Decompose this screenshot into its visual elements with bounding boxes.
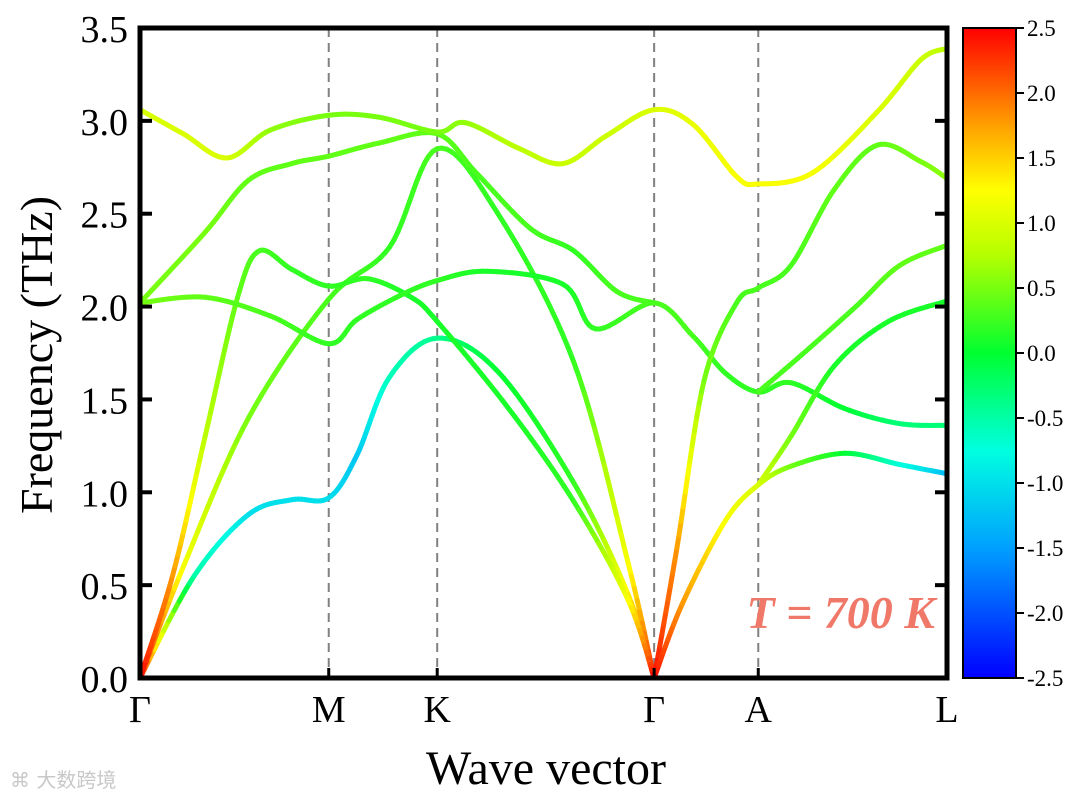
band-band-7 [651, 141, 947, 678]
y-tick-label: 0.5 [81, 566, 129, 608]
x-tick-label: A [745, 689, 773, 731]
x-tick-label: Γ [129, 689, 151, 731]
colorbar-tick-label: -1.0 [1027, 471, 1063, 496]
colorbar-tick-label: -0.5 [1027, 406, 1063, 431]
y-tick-label: 2.5 [81, 195, 129, 237]
watermark: ⌘ 大数跨境 [10, 768, 117, 792]
band-band-2 [140, 145, 657, 678]
colorbar-tick-label: -2.5 [1027, 666, 1063, 691]
colorbar-tick-label: 1.0 [1027, 211, 1056, 236]
y-tick-label: 1.0 [81, 473, 129, 515]
band-band-6 [140, 45, 947, 188]
colorbar-tick-label: 1.5 [1027, 146, 1056, 171]
plot-frame [137, 25, 950, 681]
x-tick-label: M [312, 689, 346, 731]
y-tick-label: 2.0 [81, 288, 129, 330]
y-axis-ticks: 0.0 0.5 1.0 1.5 2.0 2.5 3.0 3.5 [81, 9, 947, 701]
phonon-bands [140, 45, 947, 678]
y-tick-label: 3.5 [81, 9, 129, 51]
x-axis-label: Wave vector [426, 742, 666, 795]
band-band-5 [140, 130, 657, 306]
y-tick-label: 1.5 [81, 380, 129, 422]
band-band-8 [651, 450, 947, 678]
colorbar-tick-label: 2.0 [1027, 81, 1056, 106]
y-tick-label: 0.0 [81, 659, 129, 701]
temperature-annotation: T = 700 K [747, 587, 939, 638]
colorbar-tick-label: -1.5 [1027, 536, 1063, 561]
band-band-3 [140, 247, 657, 678]
x-tick-label: L [935, 689, 958, 731]
x-tick-label: K [423, 689, 451, 731]
colorbar [962, 27, 1017, 679]
y-tick-label: 3.0 [81, 102, 129, 144]
colorbar-tick-label: 2.5 [1027, 16, 1056, 41]
colorbar-tick-label: -2.0 [1027, 601, 1063, 626]
colorbar-tick-label: 0.0 [1027, 341, 1056, 366]
band-band-10 [755, 242, 947, 395]
band-band-9 [755, 298, 947, 488]
colorbar-ticks: 2.5 2.0 1.5 1.0 0.5 0.0 -0.5 -1.0 -1.5 -2.0 -2.5 [1016, 16, 1063, 691]
colorbar-tick-label: 0.5 [1027, 276, 1056, 301]
x-tick-label: Γ [643, 689, 665, 731]
y-axis-label: Frequency (THz) [11, 196, 62, 514]
